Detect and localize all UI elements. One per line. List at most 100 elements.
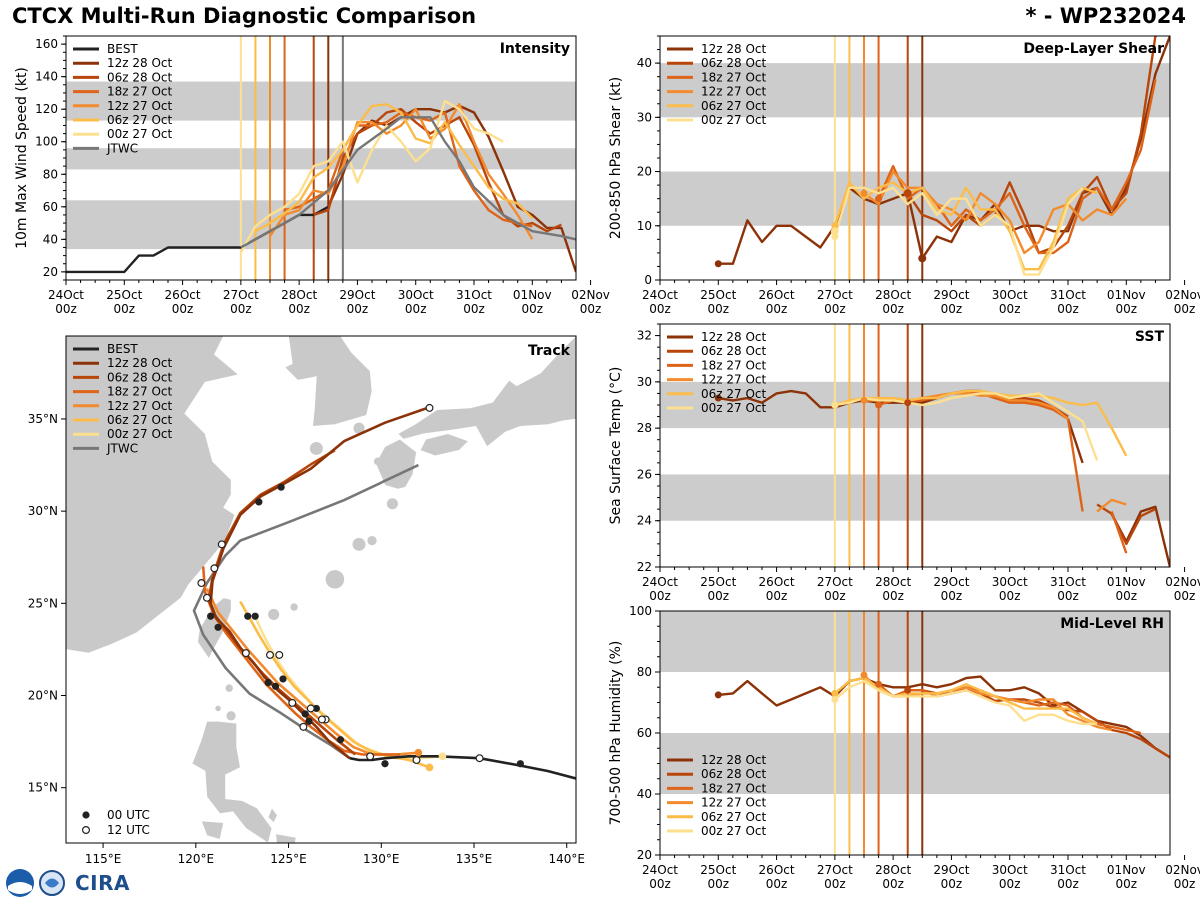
track-init-point xyxy=(438,752,447,761)
track-init-point xyxy=(414,748,423,757)
x-tick-label: 00z xyxy=(288,302,310,316)
legend-label: 06z 27 Oct xyxy=(107,413,173,427)
x-tick-label: 00z xyxy=(1057,877,1079,891)
track-point-12utc xyxy=(275,650,284,659)
y-tick-label: 30°N xyxy=(28,504,58,518)
marker-point xyxy=(830,227,839,236)
land-island xyxy=(352,537,366,551)
legend-12utc-marker xyxy=(81,825,90,834)
legend-label: 12z 27 Oct xyxy=(701,373,767,387)
x-tick-label: 02Nov xyxy=(571,288,610,302)
track-best xyxy=(349,755,576,780)
shaded-band xyxy=(66,200,576,250)
x-tick-label: 31Oct xyxy=(1050,575,1086,589)
y-tick-label: 40 xyxy=(637,56,652,70)
y-tick-label: 0 xyxy=(644,273,652,287)
x-tick-label: 00z xyxy=(230,302,252,316)
x-tick-label: 120°E xyxy=(178,852,215,866)
x-tick-label: 24Oct xyxy=(642,288,678,302)
y-tick-label: 100 xyxy=(629,604,652,618)
x-tick-label: 125°E xyxy=(270,852,307,866)
y-tick-label: 80 xyxy=(43,167,58,181)
x-tick-label: 30Oct xyxy=(992,288,1028,302)
land-island xyxy=(373,457,382,466)
track-point-12utc xyxy=(288,698,297,707)
legend-label: 18z 27 Oct xyxy=(701,781,767,795)
panel-rh: 2040608010024Oct00z25Oct00z26Oct00z27Oct… xyxy=(608,604,1200,891)
legend-label: 06z 28 Oct xyxy=(107,370,173,384)
series-06z-27-oct xyxy=(833,181,1098,271)
init-point xyxy=(714,691,722,699)
land-island xyxy=(225,684,233,692)
panel-title: Deep-Layer Shear xyxy=(1023,41,1164,57)
y-tick-label: 24 xyxy=(637,514,652,528)
x-tick-label: 00z xyxy=(405,302,427,316)
land-island xyxy=(367,536,377,546)
init-point xyxy=(714,260,722,268)
track-init-point xyxy=(425,763,434,772)
land-island xyxy=(353,422,365,434)
x-tick-label: 00z xyxy=(707,589,729,603)
track-point-00utc xyxy=(244,612,252,620)
x-tick-label: 00z xyxy=(580,302,602,316)
track-point-00utc xyxy=(214,623,222,631)
y-tick-label: 35°N xyxy=(28,412,58,426)
init-point xyxy=(831,401,839,409)
x-tick-label: 00z xyxy=(1115,302,1137,316)
legend-label: 12z 28 Oct xyxy=(107,56,173,70)
track-point-00utc xyxy=(207,612,215,620)
x-tick-label: 135°E xyxy=(456,852,493,866)
legend-label: 06z 28 Oct xyxy=(107,70,173,84)
land-luzon xyxy=(191,721,273,843)
x-tick-label: 26Oct xyxy=(759,863,795,877)
x-tick-label: 00z xyxy=(941,877,963,891)
legend-label: 12z 28 Oct xyxy=(701,42,767,56)
legend-label: 06z 27 Oct xyxy=(701,387,767,401)
legend-label: 06z 27 Oct xyxy=(107,113,173,127)
x-tick-label: 00z xyxy=(707,302,729,316)
x-tick-label: 00z xyxy=(882,877,904,891)
x-tick-label: 00z xyxy=(824,877,846,891)
legend-label: 12 UTC xyxy=(107,823,150,837)
y-tick-label: 40 xyxy=(43,232,58,246)
land-samar xyxy=(275,833,297,843)
x-tick-label: 30Oct xyxy=(992,575,1028,589)
track-point-12utc xyxy=(412,756,421,765)
plot-frame xyxy=(65,335,577,844)
panel-sst: 22242628303224Oct00z25Oct00z26Oct00z27Oc… xyxy=(608,323,1200,603)
x-tick-label: 140°E xyxy=(548,852,585,866)
x-tick-label: 00z xyxy=(707,877,729,891)
series-12z-27-oct xyxy=(269,103,534,240)
legend-label: 00 UTC xyxy=(107,808,150,822)
figure-title: CTCX Multi-Run Diagnostic Comparison xyxy=(12,4,477,28)
noaa-logo-icon xyxy=(6,869,65,897)
x-tick-label: 00z xyxy=(649,302,671,316)
track-point-00utc xyxy=(305,717,313,725)
init-point xyxy=(875,401,883,409)
x-tick-label: 00z xyxy=(347,302,369,316)
marker-point xyxy=(918,254,927,263)
track-point-00utc xyxy=(271,682,280,690)
land-island xyxy=(386,498,398,510)
track-point-12utc xyxy=(317,715,326,724)
x-tick-label: 00z xyxy=(999,877,1021,891)
legend-label: 00z 27 Oct xyxy=(701,401,767,415)
x-tick-label: 02Nov xyxy=(1165,288,1200,302)
track-12z-28-oct xyxy=(209,406,429,760)
panel-title: Mid-Level RH xyxy=(1060,616,1164,632)
x-tick-label: 00z xyxy=(1115,589,1137,603)
x-tick-label: 130°E xyxy=(363,852,400,866)
x-tick-label: 01Nov xyxy=(513,288,552,302)
legend-label: JTWC xyxy=(106,141,138,155)
y-tick-label: 100 xyxy=(35,135,58,149)
shaded-band xyxy=(660,611,1170,672)
track-point-00utc xyxy=(277,483,285,491)
x-tick-label: 31Oct xyxy=(1050,863,1086,877)
panel-track: 115°E 120°E 125°E 130°E 135°E 140°E 15°N 20°N 25… xyxy=(28,335,585,866)
y-tick-label: 60 xyxy=(43,200,58,214)
x-tick-label: 00z xyxy=(1174,302,1196,316)
x-tick-label: 00z xyxy=(1174,589,1196,603)
track-point-00utc xyxy=(381,760,389,768)
series-jtwc xyxy=(240,116,576,249)
init-point xyxy=(714,394,722,402)
